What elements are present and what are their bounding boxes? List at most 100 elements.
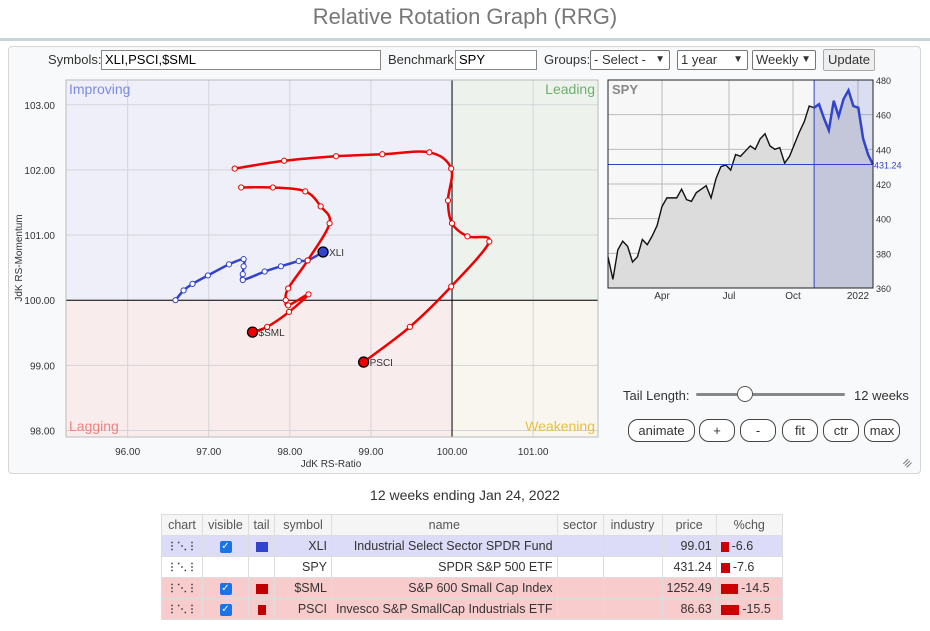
y-tick-label: 360 [876,284,891,294]
table-row[interactable]: ⋮⋱⋮ ✓ XLI Industrial Select Sector SPDR … [161,535,783,557]
visible-checkbox[interactable]: ✓ [202,577,249,599]
visible-checkbox[interactable]: ✓ [202,535,249,557]
table-row[interactable]: ⋮⋱⋮ ✓ PSCI Invesco S&P SmallCap Industri… [161,598,783,620]
sector-cell [556,577,604,599]
tail-length-slider[interactable] [696,386,845,402]
visible-checkbox[interactable]: ✓ [202,598,249,620]
tail-point [304,257,311,264]
weakening-quadrant [452,300,598,437]
chart-icon[interactable]: ⋮⋱⋮ [161,598,203,620]
symbols-table: chart visible tail symbol name sector in… [161,514,783,620]
visible-checkbox[interactable] [202,556,249,578]
y-tick-label: 400 [876,215,891,225]
benchmark-label: Benchmark: [388,52,458,67]
tail-point [180,287,187,294]
chg-value: -7.6 [732,560,755,574]
tail-point [239,271,246,278]
zoom-in-button[interactable]: + [699,419,735,442]
tail-point [282,297,289,304]
tail-point [264,323,271,331]
col-name[interactable]: name [331,514,558,536]
tail-point [285,308,293,316]
max-button[interactable]: max [864,419,900,442]
price-cell: 99.01 [661,535,717,557]
last-price-label: 431.24 [874,161,902,171]
tail-point [204,272,212,279]
x-tick-label: Apr [654,291,670,302]
tail-point [277,263,285,270]
chg-bar [720,583,739,594]
tail-point [240,263,247,270]
symbols-input[interactable] [101,50,381,70]
table-row[interactable]: ⋮⋱⋮ ✓ $SML S&P 600 Small Cap Index 1252.… [161,577,783,599]
check-icon: ✓ [219,603,232,616]
chg-bar [720,541,729,552]
col-visible[interactable]: visible [202,514,249,536]
chg-value: -6.6 [731,539,754,553]
tail-highlight [814,80,873,288]
y-tick-label: 98.00 [30,426,55,437]
tail-color-swatch[interactable] [248,556,275,578]
name-cell: SPDR S&P 500 ETF [331,556,558,578]
tail-point [281,157,288,164]
col-tail[interactable]: tail [248,514,275,536]
center-button[interactable]: ctr [823,419,859,442]
color-swatch-icon [255,583,268,594]
chart-icon[interactable]: ⋮⋱⋮ [161,556,203,578]
x-tick-label: 2022 [847,291,870,302]
price-line [607,105,815,280]
interval-select[interactable]: Weekly ▼ [752,50,816,70]
animate-button[interactable]: animate [628,419,695,442]
col-symbol[interactable]: symbol [274,514,332,536]
groups-select[interactable]: - Select - ▼ [590,50,670,70]
tail-point [261,268,268,275]
y-tick-label: 480 [876,76,891,86]
x-tick-label: 96.00 [115,447,140,458]
price-cell: 431.24 [661,556,717,578]
title-divider [0,38,930,41]
name-cell: Invesco S&P SmallCap Industrials ETF [331,598,558,620]
sector-cell [556,598,604,620]
benchmark-input[interactable] [455,50,537,70]
chart-icon[interactable]: ⋮⋱⋮ [161,577,203,599]
tail-point [239,276,246,284]
chart-icon[interactable]: ⋮⋱⋮ [161,535,203,557]
slider-thumb[interactable] [737,386,754,402]
col-price[interactable]: price [661,514,717,536]
name-cell: Industrial Select Sector SPDR Fund [331,535,558,557]
col-chg[interactable]: %chg [715,514,783,536]
check-icon: ✓ [219,540,232,553]
tail-color-swatch[interactable] [248,535,275,557]
y-tick-label: 102.00 [24,166,55,177]
x-tick-label: Jul [723,291,736,302]
quadrant-label-lagging: Lagging [69,418,119,434]
tail-point [406,323,413,331]
sector-cell [556,556,604,578]
y-tick-label: 99.00 [30,361,55,372]
sector-cell [556,535,604,557]
tail-point [317,203,324,210]
col-industry[interactable]: industry [602,514,663,536]
tail-color-swatch[interactable] [248,598,275,620]
col-sector[interactable]: sector [556,514,604,536]
tail-point [231,165,238,172]
update-button[interactable]: Update [823,49,875,71]
period-select[interactable]: 1 year ▼ [677,50,748,70]
improving-quadrant [66,80,453,301]
chg-cell: -14.5 [715,577,783,599]
quadrant-label-weakening: Weakening [525,418,595,434]
industry-cell [602,535,663,557]
tail-point [448,220,456,227]
color-swatch-icon [257,604,266,615]
period-value: 1 year [681,52,718,67]
tail-color-swatch[interactable] [248,577,275,599]
symbol-cell: $SML [274,577,332,599]
zoom-out-button[interactable]: - [740,419,776,442]
table-row[interactable]: ⋮⋱⋮ SPY SPDR S&P 500 ETF 431.24 -7.6 [161,556,783,578]
chevron-down-icon: ▼ [655,54,665,65]
y-tick-label: 460 [876,111,891,121]
col-chart[interactable]: chart [161,514,203,536]
head-point-PSCI [357,356,370,368]
symbol-cell: PSCI [274,598,332,620]
fit-button[interactable]: fit [782,419,818,442]
